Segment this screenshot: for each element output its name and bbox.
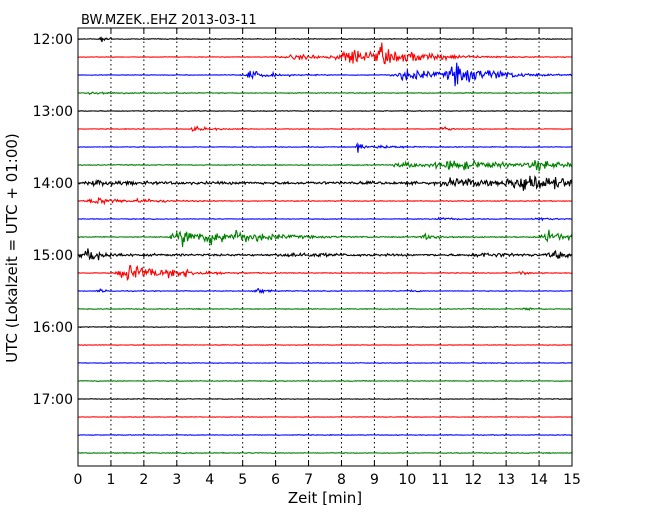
seismic-trace (77, 125, 573, 133)
seismic-trace (77, 110, 573, 113)
seismic-trace (77, 433, 573, 437)
x-tick-label: 4 (205, 472, 214, 488)
seismic-trace (77, 196, 573, 206)
traces (77, 36, 573, 455)
x-tick-label: 0 (74, 472, 83, 488)
chart-title: BW.MZEK..EHZ 2013-03-11 (81, 13, 257, 28)
x-tick-label: 15 (563, 472, 581, 488)
y-tick-label: 12:00 (33, 32, 73, 48)
x-tick-label: 1 (106, 472, 115, 488)
seismic-trace (77, 159, 573, 172)
y-axis: 12:00 13:00 14:00 15:00 16:00 17:00 (33, 32, 572, 408)
x-tick-label: 8 (337, 472, 346, 488)
x-axis-label: Zeit [min] (288, 489, 362, 507)
seismic-trace (77, 62, 573, 87)
seismic-trace (77, 416, 573, 418)
x-tick-label: 13 (497, 472, 515, 488)
x-tick-label: 14 (530, 472, 548, 488)
seismic-trace (77, 174, 573, 191)
seismic-trace (77, 379, 573, 383)
x-tick-label: 2 (139, 472, 148, 488)
seismic-trace (77, 248, 573, 261)
y-tick-label: 13:00 (33, 104, 73, 120)
seismic-trace (77, 141, 573, 153)
seismic-trace (77, 361, 573, 365)
y-tick-label: 15:00 (33, 248, 73, 264)
x-tick-label: 9 (370, 472, 379, 488)
seismic-trace (77, 91, 573, 96)
seismic-trace (77, 216, 573, 222)
seismic-trace (77, 229, 573, 248)
y-axis-label: UTC (Lokalzeit = UTC + 01:00) (3, 133, 21, 363)
seismic-trace (77, 307, 573, 312)
x-tick-label: 7 (304, 472, 313, 488)
seismic-trace (77, 451, 573, 455)
plot-frame (77, 27, 573, 467)
seismic-trace (77, 264, 573, 281)
y-tick-label: 16:00 (33, 320, 73, 336)
x-axis: 0 1 2 3 4 5 6 7 8 9 10 11 12 13 14 15 (74, 28, 581, 488)
x-tick-label: 3 (172, 472, 181, 488)
x-tick-label: 12 (464, 472, 482, 488)
grid-lines (110, 28, 540, 466)
x-tick-label: 10 (398, 472, 416, 488)
y-tick-label: 17:00 (33, 392, 73, 408)
x-tick-label: 11 (431, 472, 449, 488)
y-tick-label: 14:00 (33, 176, 73, 192)
seismic-trace (77, 325, 573, 329)
seismic-trace (77, 42, 573, 65)
seismic-trace (77, 397, 573, 401)
x-tick-label: 6 (271, 472, 280, 488)
seismic-trace (77, 36, 573, 43)
seismic-trace (77, 344, 573, 346)
x-tick-label: 5 (238, 472, 247, 488)
seismic-trace (77, 287, 573, 295)
